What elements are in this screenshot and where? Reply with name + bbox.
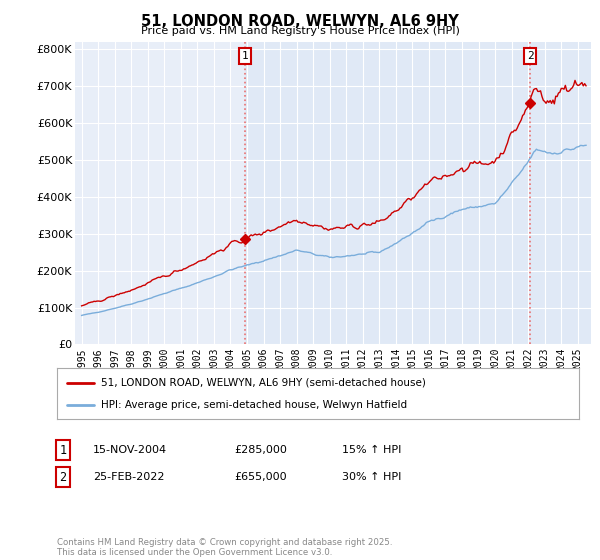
Text: HPI: Average price, semi-detached house, Welwyn Hatfield: HPI: Average price, semi-detached house,… — [101, 400, 407, 410]
Text: 1: 1 — [59, 444, 67, 457]
Text: Contains HM Land Registry data © Crown copyright and database right 2025.
This d: Contains HM Land Registry data © Crown c… — [57, 538, 392, 557]
Text: 15% ↑ HPI: 15% ↑ HPI — [342, 445, 401, 455]
Text: 25-FEB-2022: 25-FEB-2022 — [93, 472, 164, 482]
Text: Price paid vs. HM Land Registry's House Price Index (HPI): Price paid vs. HM Land Registry's House … — [140, 26, 460, 36]
Text: £285,000: £285,000 — [234, 445, 287, 455]
Bar — [245, 42, 600, 344]
Text: 1: 1 — [242, 51, 248, 61]
Text: 51, LONDON ROAD, WELWYN, AL6 9HY: 51, LONDON ROAD, WELWYN, AL6 9HY — [141, 14, 459, 29]
Text: 2: 2 — [59, 470, 67, 484]
Text: 15-NOV-2004: 15-NOV-2004 — [93, 445, 167, 455]
Text: 2: 2 — [527, 51, 533, 61]
Text: 51, LONDON ROAD, WELWYN, AL6 9HY (semi-detached house): 51, LONDON ROAD, WELWYN, AL6 9HY (semi-d… — [101, 377, 426, 388]
Text: £655,000: £655,000 — [234, 472, 287, 482]
Text: 30% ↑ HPI: 30% ↑ HPI — [342, 472, 401, 482]
